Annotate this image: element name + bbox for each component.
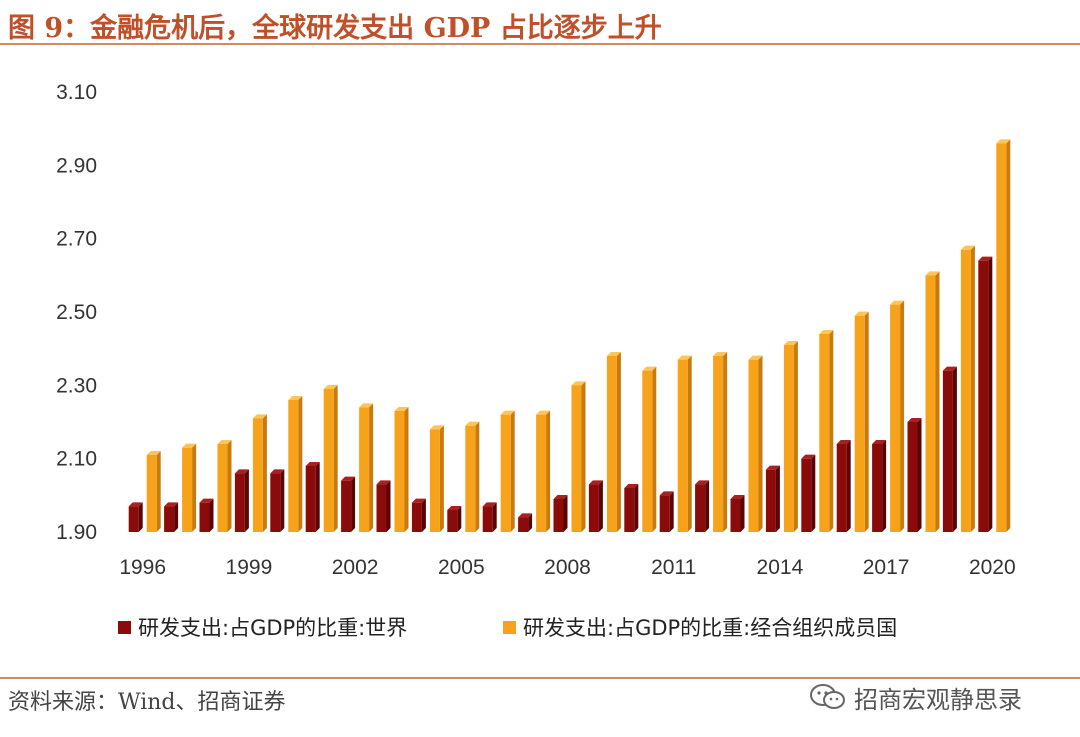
- bar-world: [872, 440, 887, 532]
- y-tick-label: 1.90: [56, 521, 97, 544]
- watermark-text: 招商宏观静思录: [854, 686, 1022, 714]
- bar-oecd: [606, 352, 621, 532]
- watermark: 招商宏观静思录: [808, 680, 1022, 714]
- bar-world: [270, 469, 285, 532]
- x-tick-label: 2014: [757, 556, 804, 579]
- x-tick-label: 2020: [969, 556, 1016, 579]
- bar-world: [659, 491, 674, 532]
- bar-oecd: [182, 443, 197, 532]
- bar-chart: 1.90 2.10 2.30 2.50 2.70 2.90 3.10 1996 1999 200…: [56, 81, 1016, 640]
- bar-world: [624, 484, 639, 532]
- bar-oecd: [960, 245, 975, 532]
- bar-world: [765, 465, 780, 532]
- bar-world: [588, 480, 603, 532]
- bar-oecd: [571, 381, 586, 532]
- x-tick-label: 2008: [544, 556, 591, 579]
- x-tick-label: 2017: [863, 556, 910, 579]
- bar-world: [411, 498, 426, 532]
- bar-world: [234, 469, 249, 532]
- bar-world: [942, 366, 957, 532]
- bar-world: [907, 418, 922, 532]
- bar-oecd: [394, 407, 409, 532]
- y-tick-label: 2.50: [56, 301, 97, 324]
- legend: 研发支出:占GDP的比重:世界 研发支出:占GDP的比重:经合组织成员国: [118, 616, 897, 640]
- bar-oecd: [500, 410, 515, 532]
- bar-oecd: [925, 271, 940, 532]
- bar-world: [801, 454, 816, 532]
- y-tick-label: 3.10: [56, 81, 97, 104]
- bars: [128, 139, 1011, 533]
- y-tick-label: 2.90: [56, 154, 97, 177]
- bar-world: [836, 440, 851, 532]
- bar-oecd: [288, 396, 303, 532]
- x-tick-label: 1999: [226, 556, 273, 579]
- bottom-rule: [0, 677, 1080, 679]
- bar-oecd: [677, 355, 692, 532]
- bar-world: [482, 502, 497, 532]
- bar-world: [553, 495, 568, 532]
- source-note: 资料来源：Wind、招商证券: [8, 690, 286, 715]
- bar-world: [305, 462, 320, 532]
- x-tick-label: 2002: [332, 556, 379, 579]
- bar-world: [341, 476, 356, 532]
- x-axis: 1996 1999 2002 2005 2008 2011 2014 2017 2020: [119, 556, 1015, 579]
- bar-world: [518, 513, 533, 532]
- bar-oecd: [713, 352, 728, 532]
- bar-oecd: [359, 403, 374, 532]
- bar-oecd: [748, 355, 763, 532]
- bar-world: [695, 480, 710, 532]
- bar-world: [447, 506, 462, 532]
- y-tick-label: 2.70: [56, 228, 97, 251]
- bar-world: [376, 480, 391, 532]
- y-tick-label: 2.30: [56, 374, 97, 397]
- bar-oecd: [536, 410, 551, 532]
- wechat-icon: [810, 684, 845, 709]
- y-axis: 1.90 2.10 2.30 2.50 2.70 2.90 3.10: [56, 81, 97, 544]
- bar-oecd: [465, 421, 480, 532]
- legend-label: 研发支出:占GDP的比重:经合组织成员国: [523, 616, 897, 640]
- bar-oecd: [252, 414, 267, 532]
- bar-oecd: [429, 425, 444, 532]
- figure-title: 图 9：金融危机后，全球研发支出 GDP 占比逐步上升: [8, 13, 662, 44]
- bar-world: [730, 495, 745, 532]
- x-tick-label: 2005: [438, 556, 485, 579]
- bar-oecd: [996, 139, 1011, 533]
- top-rule: [0, 43, 1080, 45]
- legend-swatch: [118, 621, 131, 634]
- legend-label: 研发支出:占GDP的比重:世界: [138, 616, 407, 640]
- bar-oecd: [783, 341, 798, 532]
- y-tick-label: 2.10: [56, 448, 97, 471]
- bar-world: [199, 498, 214, 532]
- bar-oecd: [819, 330, 834, 532]
- bar-oecd: [890, 300, 905, 532]
- bar-world: [164, 502, 179, 532]
- legend-item: 研发支出:占GDP的比重:经合组织成员国: [503, 616, 897, 640]
- bar-oecd: [642, 366, 657, 532]
- bar-oecd: [146, 451, 161, 532]
- bar-oecd: [323, 385, 338, 532]
- bar-world: [128, 502, 143, 532]
- x-tick-label: 1996: [119, 556, 166, 579]
- bar-oecd: [854, 311, 869, 532]
- x-tick-label: 2011: [651, 556, 696, 579]
- legend-swatch: [503, 621, 516, 634]
- bar-world: [978, 256, 993, 532]
- legend-item: 研发支出:占GDP的比重:世界: [118, 616, 407, 640]
- bar-oecd: [217, 440, 232, 532]
